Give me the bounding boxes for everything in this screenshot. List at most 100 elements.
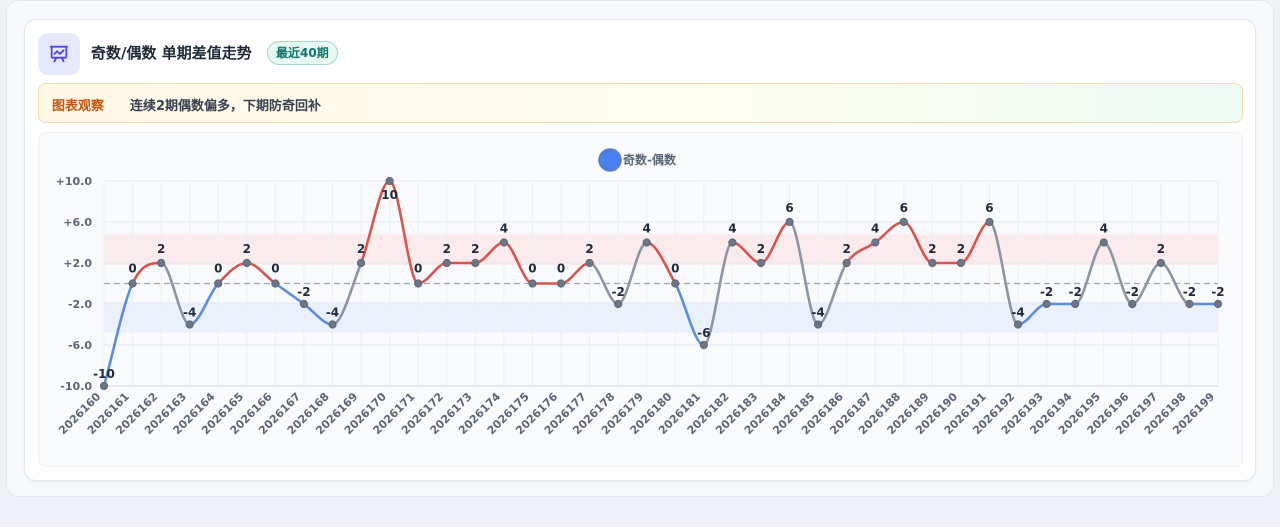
data-point[interactable]	[299, 299, 309, 309]
data-point[interactable]	[671, 279, 680, 288]
chart-area: +10.0 +6.0 +2.0 -2.0 -6.0 -10.0 2026160 2026161…	[38, 132, 1243, 467]
value-label: 2	[471, 242, 479, 256]
y-tick-label: -10.0	[60, 380, 92, 393]
data-point[interactable]	[842, 258, 851, 268]
value-label: 2	[157, 242, 165, 256]
data-point[interactable]	[985, 217, 994, 227]
legend-label[interactable]: 奇数-偶数	[623, 152, 677, 167]
series-line-segment	[988, 220, 1020, 326]
legend-marker[interactable]	[598, 148, 622, 172]
value-label: 4	[500, 222, 508, 236]
series-line-segment	[102, 282, 134, 388]
data-point[interactable]	[128, 279, 137, 288]
value-label: -10	[93, 367, 115, 381]
period-badge: 最近40期	[267, 41, 338, 65]
value-label: 0	[528, 262, 536, 276]
data-point[interactable]	[471, 258, 480, 268]
data-point[interactable]	[528, 279, 537, 288]
value-label: -2	[1069, 285, 1082, 299]
line-chart: +10.0+6.0+2.0-2.0-6.0-10.020261602026161…	[56, 148, 1225, 437]
positive-band	[104, 234, 1218, 266]
series-line-segment	[216, 261, 249, 285]
data-point[interactable]	[442, 258, 451, 268]
value-label: 2	[957, 242, 965, 256]
chart-card: 奇数/偶数 单期差值走势 最近40期 图表观察 连续2期偶数偏多，下期防奇回补 …	[24, 19, 1256, 481]
data-point[interactable]	[614, 299, 623, 309]
value-label: 2	[243, 242, 251, 256]
series-line-segment	[702, 241, 734, 347]
data-point[interactable]	[1042, 299, 1051, 309]
value-label: 4	[871, 222, 879, 236]
y-tick-label: +10.0	[56, 175, 93, 188]
value-label: 2	[357, 242, 365, 256]
value-label: 0	[557, 262, 565, 276]
value-label: 0	[414, 262, 422, 276]
data-point[interactable]	[157, 258, 166, 268]
data-point[interactable]	[699, 340, 708, 350]
value-label: -2	[1183, 285, 1196, 299]
value-label: 2	[842, 242, 850, 256]
value-label: -2	[297, 285, 310, 299]
data-point[interactable]	[556, 279, 566, 288]
value-label: -2	[1040, 285, 1053, 299]
value-label: 6	[900, 201, 908, 215]
data-point[interactable]	[1128, 299, 1137, 309]
data-point[interactable]	[414, 279, 423, 288]
data-point[interactable]	[756, 258, 766, 268]
data-point[interactable]	[271, 279, 280, 288]
value-label: 6	[985, 201, 993, 215]
data-point[interactable]	[1071, 299, 1080, 309]
presentation-chart-icon	[38, 33, 80, 75]
y-tick-label: -6.0	[68, 339, 92, 352]
observation-label: 图表观察	[52, 99, 105, 114]
data-point[interactable]	[1156, 258, 1165, 268]
y-tick-label: -2.0	[68, 298, 92, 311]
data-point[interactable]	[99, 381, 109, 391]
data-point[interactable]	[1013, 320, 1023, 329]
data-point[interactable]	[585, 258, 594, 268]
data-point[interactable]	[1099, 238, 1108, 247]
value-label: -4	[183, 306, 196, 320]
data-point[interactable]	[356, 258, 366, 268]
data-point[interactable]	[642, 238, 651, 247]
value-label: 4	[728, 222, 736, 236]
data-point[interactable]	[956, 258, 966, 268]
value-label: -2	[1126, 285, 1139, 299]
data-point[interactable]	[1185, 299, 1194, 309]
value-label: 0	[671, 262, 679, 276]
data-point[interactable]	[928, 258, 937, 268]
series-line-segment	[559, 261, 591, 285]
data-point[interactable]	[871, 238, 880, 247]
value-label: 0	[271, 262, 279, 276]
series-line-segment	[131, 261, 163, 285]
value-label: 2	[443, 242, 451, 256]
data-point[interactable]	[242, 258, 251, 268]
data-point[interactable]	[785, 217, 794, 227]
data-point[interactable]	[728, 238, 737, 247]
data-point[interactable]	[499, 238, 508, 247]
series-line-segment	[388, 179, 420, 285]
value-label: -2	[1211, 285, 1224, 299]
value-label: 2	[757, 242, 765, 256]
observation-bar: 图表观察 连续2期偶数偏多，下期防奇回补	[38, 83, 1243, 123]
observation-text: 连续2期偶数偏多，下期防奇回补	[130, 99, 322, 114]
series-line-segment	[416, 261, 449, 285]
value-label: 2	[585, 242, 593, 256]
data-point[interactable]	[328, 320, 337, 329]
y-tick-label: +2.0	[63, 257, 92, 270]
data-point[interactable]	[214, 279, 223, 288]
data-point[interactable]	[1213, 299, 1223, 309]
value-label: 2	[1157, 242, 1165, 256]
value-label: 2	[928, 242, 936, 256]
data-point[interactable]	[814, 320, 823, 329]
value-label: -2	[611, 285, 624, 299]
value-label: 10	[381, 188, 398, 202]
value-label: 0	[128, 262, 136, 276]
value-label: 4	[643, 222, 651, 236]
data-point[interactable]	[185, 320, 194, 329]
negative-band	[104, 301, 1218, 333]
data-point[interactable]	[899, 217, 908, 227]
data-point[interactable]	[385, 176, 394, 186]
series-line-segment	[788, 220, 820, 326]
y-tick-label: +6.0	[63, 216, 92, 229]
